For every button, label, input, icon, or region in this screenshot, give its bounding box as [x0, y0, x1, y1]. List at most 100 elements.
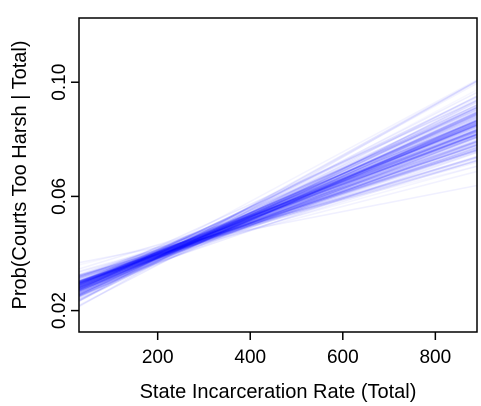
y-tick-label: 0.02 — [49, 292, 70, 329]
simulation-line — [78, 129, 478, 288]
simulation-line — [78, 136, 478, 286]
simulation-line — [78, 111, 478, 298]
simulation-line — [78, 104, 478, 291]
simulation-line — [78, 80, 478, 308]
simulation-line — [78, 133, 478, 284]
simulation-line — [78, 106, 478, 299]
simulation-line — [78, 140, 478, 285]
simulation-line — [78, 118, 478, 292]
simulation-line — [78, 144, 478, 283]
simulation-line — [78, 124, 478, 292]
simulation-line — [78, 136, 478, 290]
simulation-line — [78, 128, 478, 284]
simulation-line — [78, 106, 478, 290]
simulation-line — [78, 132, 478, 285]
simulation-line — [78, 131, 478, 285]
simulation-line — [78, 148, 478, 280]
simulation-line — [78, 123, 478, 287]
simulation-line — [78, 170, 478, 276]
simulation-line — [78, 120, 478, 286]
simulation-line — [78, 96, 478, 291]
simulation-line — [78, 135, 478, 290]
x-axis-label: State Incarceration Rate (Total) — [140, 381, 417, 403]
simulation-line — [78, 133, 478, 285]
simulation-line — [78, 156, 478, 277]
simulation-line — [78, 106, 478, 294]
simulation-line — [78, 124, 478, 292]
simulation-line — [78, 155, 478, 277]
simulation-line — [78, 107, 478, 296]
simulation-line — [78, 143, 478, 284]
simulation-line — [78, 130, 478, 284]
simulation-line — [78, 130, 478, 289]
simulation-line — [78, 147, 478, 284]
simulation-line — [78, 149, 478, 284]
simulation-line — [78, 159, 478, 284]
simulation-line — [78, 124, 478, 289]
simulation-line — [78, 79, 478, 295]
simulation-line — [78, 133, 478, 285]
simulation-line — [78, 111, 478, 295]
simulation-line — [78, 120, 478, 291]
simulation-line — [78, 124, 478, 287]
simulation-line — [78, 130, 478, 285]
simulation-line — [78, 126, 478, 291]
x-tick-label: 400 — [234, 347, 266, 368]
simulation-line — [78, 112, 478, 293]
simulation-line — [78, 120, 478, 297]
simulation-line — [78, 122, 478, 285]
simulation-line — [78, 134, 478, 283]
simulation-line — [78, 161, 478, 273]
simulation-line — [78, 101, 478, 297]
simulation-line — [78, 115, 478, 288]
simulation-line — [78, 119, 478, 288]
simulation-line — [78, 113, 478, 300]
simulation-line — [78, 101, 478, 302]
simulation-line — [78, 184, 478, 264]
simulation-line — [78, 121, 478, 301]
simulation-line — [78, 124, 478, 292]
simulation-line — [78, 104, 478, 295]
simulation-line — [78, 144, 478, 286]
x-tick-label: 200 — [142, 347, 174, 368]
y-axis: 0.02 0.06 0.10 — [49, 64, 79, 329]
simulation-line — [78, 141, 478, 288]
simulation-line — [78, 109, 478, 285]
simulation-line — [78, 120, 478, 280]
simulation-line — [78, 109, 478, 292]
simulation-line — [78, 128, 478, 290]
simulation-line — [78, 103, 478, 297]
simulation-line — [78, 108, 478, 285]
y-tick-label: 0.10 — [49, 64, 70, 101]
simulation-line — [78, 159, 478, 278]
simulation-line — [78, 119, 478, 297]
plot-frame — [78, 17, 478, 333]
x-tick-label: 800 — [419, 347, 451, 368]
simulation-line — [78, 133, 478, 283]
simulation-line — [78, 145, 478, 270]
simulation-line — [78, 124, 478, 287]
simulation-line — [78, 134, 478, 286]
simulation-line — [78, 155, 478, 282]
simulation-line — [78, 146, 478, 283]
x-tick-label: 600 — [327, 347, 359, 368]
simulation-line — [78, 146, 478, 282]
simulation-line — [78, 141, 478, 284]
simulation-line — [78, 98, 478, 291]
simulation-line — [78, 133, 478, 283]
simulation-line — [78, 140, 478, 287]
simulation-line — [78, 149, 478, 278]
simulation-line — [78, 82, 478, 301]
simulation-line — [78, 129, 478, 282]
simulation-line — [78, 99, 478, 284]
simulation-line — [78, 118, 478, 298]
simulation-line — [78, 114, 478, 292]
simulation-line — [78, 128, 478, 283]
simulation-line — [78, 111, 478, 290]
simulation-line — [78, 160, 478, 273]
simulation-line — [78, 122, 478, 286]
simulation-line — [78, 131, 478, 293]
simulation-line — [78, 144, 478, 282]
simulation-line — [78, 116, 478, 287]
simulation-line — [78, 106, 478, 297]
